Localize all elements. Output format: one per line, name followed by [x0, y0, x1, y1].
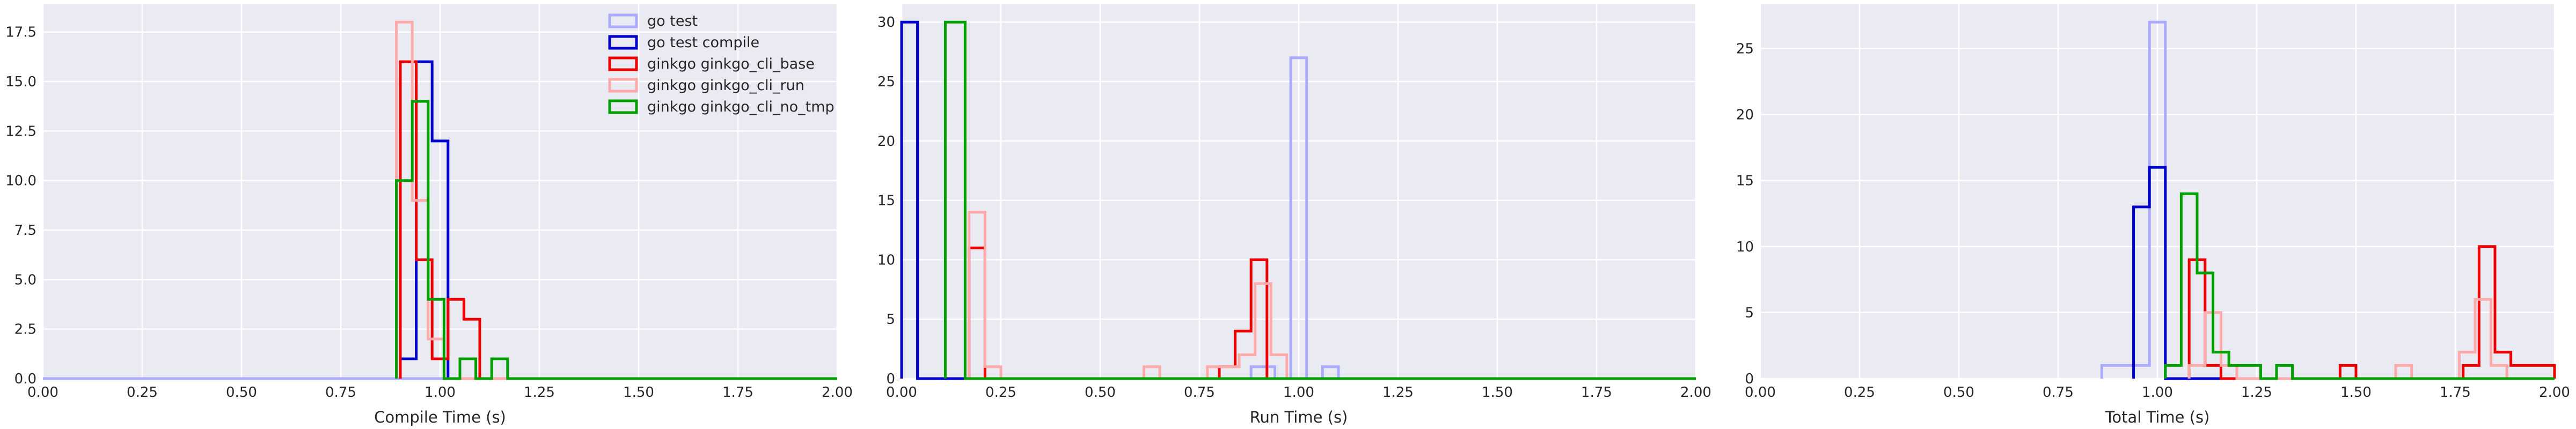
y-tick-label: 15 — [877, 193, 895, 209]
legend-swatch — [608, 35, 638, 50]
x-tick-label: 0.75 — [1184, 384, 1215, 401]
x-axis-label: Run Time (s) — [1250, 408, 1348, 426]
x-tick-label: 0.00 — [1745, 384, 1776, 401]
legend-swatch — [608, 99, 638, 114]
y-tick-label: 0 — [886, 371, 895, 387]
x-tick-label: 0.75 — [2043, 384, 2074, 401]
y-tick-label: 30 — [877, 14, 895, 31]
chart-panel-2: 0.00 0.25 0.50 0.75 1.00 1.25 1.50 1.75 2.00 0 5 10… — [877, 4, 1711, 426]
x-tick-label: 0.75 — [325, 384, 356, 401]
x-tick-label: 1.50 — [1482, 384, 1513, 401]
x-tick-label: 1.00 — [2142, 384, 2173, 401]
y-tick-label: 0 — [1745, 371, 1754, 387]
x-tick-label: 1.75 — [1581, 384, 1612, 401]
y-tick-label: 5 — [886, 312, 895, 328]
x-tick-label: 1.25 — [524, 384, 555, 401]
x-tick-label: 0.00 — [886, 384, 917, 401]
x-axis-label: Compile Time (s) — [374, 408, 506, 426]
y-tick-label: 10.0 — [5, 173, 36, 189]
x-tick-label: 0.50 — [1943, 384, 1974, 401]
y-tick-label: 15.0 — [5, 74, 36, 90]
y-tick-label: 25 — [1736, 41, 1754, 57]
x-tick-label: 1.50 — [623, 384, 654, 401]
x-tick-label: 2.00 — [2539, 384, 2570, 401]
histogram-series-go-test — [1172, 56, 1696, 380]
histogram-series-ginkgo-ginkgo-cli-no-tmp — [943, 20, 1696, 380]
x-tick-label: 1.50 — [2340, 384, 2372, 401]
x-tick-label: 1.25 — [2241, 384, 2272, 401]
y-tick-label: 5.0 — [14, 272, 36, 288]
x-tick-label: 0.25 — [1844, 384, 1875, 401]
x-tick-label: 1.75 — [2440, 384, 2471, 401]
y-tick-label: 20 — [1736, 107, 1754, 123]
y-tick-label: 10 — [1736, 239, 1754, 255]
y-tick-label: 10 — [877, 252, 895, 268]
legend-swatch — [608, 56, 638, 71]
y-tick-label: 20 — [877, 134, 895, 150]
histogram-series-ginkgo-ginkgo-cli-base — [399, 60, 837, 380]
histogram-series-ginkgo-ginkgo-cli-no-tmp — [395, 100, 837, 380]
legend-label: go test — [647, 13, 698, 29]
y-tick-label: 15 — [1736, 173, 1754, 189]
legend-label: ginkgo ginkgo_cli_run — [647, 77, 804, 94]
y-tick-label: 12.5 — [5, 123, 36, 139]
y-tick-label: 2.5 — [14, 322, 36, 338]
x-tick-label: 0.00 — [27, 384, 58, 401]
legend-label: ginkgo ginkgo_cli_no_tmp — [647, 99, 835, 115]
x-tick-label: 0.50 — [1085, 384, 1116, 401]
chart-panel-1: 0.00 0.25 0.50 0.75 1.00 1.25 1.50 1.75 2.00 0.0 2… — [5, 4, 853, 426]
x-tick-label: 0.50 — [226, 384, 257, 401]
x-tick-label: 1.00 — [425, 384, 456, 401]
x-axis-label: Total Time (s) — [2105, 408, 2210, 426]
x-tick-label: 2.00 — [822, 384, 853, 401]
histogram-series-ginkgo-ginkgo-cli-run — [2187, 298, 2555, 380]
legend-label: ginkgo ginkgo_cli_base — [647, 56, 815, 72]
chart-panel-3: 0.00 0.25 0.50 0.75 1.00 1.25 1.50 1.75 2.00 0 5 10… — [1736, 4, 2570, 426]
x-tick-label: 1.75 — [722, 384, 753, 401]
x-tick-label: 0.25 — [985, 384, 1016, 401]
histogram-series-ginkgo-ginkgo-cli-no-tmp — [2164, 192, 2555, 380]
x-tick-label: 0.25 — [127, 384, 158, 401]
y-tick-label: 0.0 — [14, 371, 36, 387]
legend-swatch — [608, 78, 638, 93]
y-tick-label: 5 — [1745, 305, 1754, 321]
legend: go test go test compile ginkgo ginkgo_cli_… — [608, 13, 835, 115]
y-tick-label: 25 — [877, 74, 895, 90]
x-tick-label: 2.00 — [1680, 384, 1711, 401]
y-tick-label: 17.5 — [5, 25, 36, 41]
y-tick-label: 7.5 — [14, 223, 36, 239]
legend-label: go test compile — [647, 34, 759, 51]
x-tick-label: 1.25 — [1382, 384, 1414, 401]
x-tick-label: 1.00 — [1283, 384, 1314, 401]
legend-swatch — [608, 13, 638, 28]
